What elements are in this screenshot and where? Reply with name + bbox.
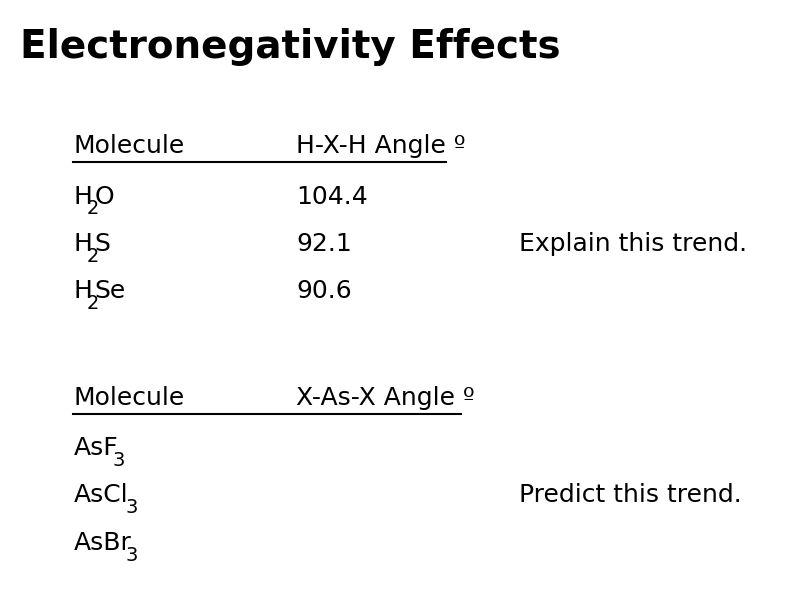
Text: 104.4: 104.4 <box>296 185 368 209</box>
Text: 92.1: 92.1 <box>296 232 352 256</box>
Text: H-X-H Angle º: H-X-H Angle º <box>296 134 466 158</box>
Text: Molecule: Molecule <box>74 386 185 410</box>
Text: H: H <box>74 185 92 209</box>
Text: S: S <box>95 232 110 256</box>
Text: 2: 2 <box>86 247 98 266</box>
Text: 3: 3 <box>126 545 138 565</box>
Text: 3: 3 <box>113 451 125 470</box>
Text: Molecule: Molecule <box>74 134 185 158</box>
Text: Electronegativity Effects: Electronegativity Effects <box>19 28 560 66</box>
Text: 2: 2 <box>86 199 98 218</box>
Text: Se: Se <box>95 279 126 303</box>
Text: O: O <box>95 185 114 209</box>
Text: 90.6: 90.6 <box>296 279 352 303</box>
Text: X-As-X Angle º: X-As-X Angle º <box>296 386 474 410</box>
Text: 2: 2 <box>86 294 98 313</box>
Text: AsCl: AsCl <box>74 484 128 508</box>
Text: H: H <box>74 279 92 303</box>
Text: AsF: AsF <box>74 436 118 460</box>
Text: Predict this trend.: Predict this trend. <box>519 484 742 508</box>
Text: H: H <box>74 232 92 256</box>
Text: 3: 3 <box>126 498 138 517</box>
Text: Explain this trend.: Explain this trend. <box>519 232 747 256</box>
Text: AsBr: AsBr <box>74 531 131 555</box>
